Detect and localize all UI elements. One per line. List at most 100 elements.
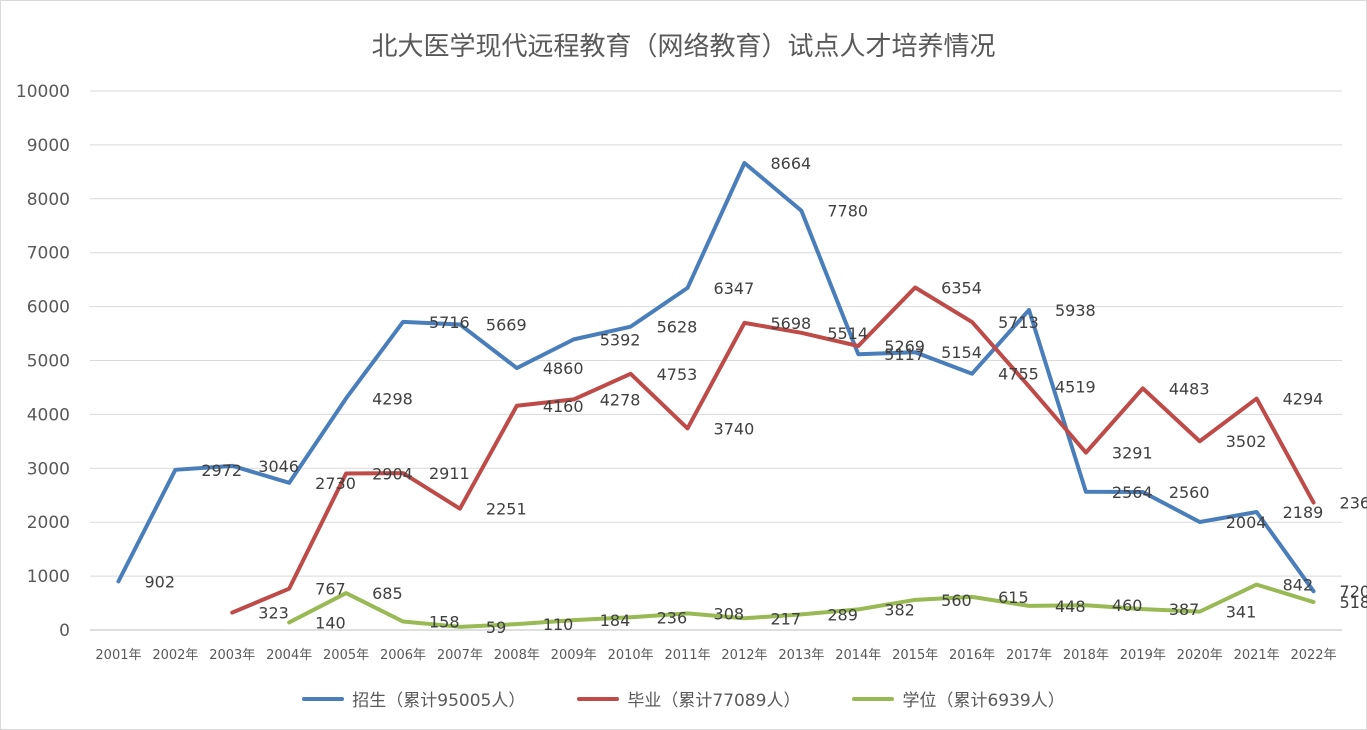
legend-swatch [302, 696, 345, 701]
x-tick-label: 2005年 [323, 648, 369, 663]
series-line [230, 285, 1316, 615]
x-tick-label: 2006年 [380, 648, 426, 663]
data-label: 767 [315, 580, 346, 599]
data-label: 3502 [1226, 432, 1267, 451]
data-label: 382 [884, 600, 915, 619]
legend-swatch [852, 696, 895, 701]
y-tick-label: 2000 [27, 513, 70, 533]
y-tick-label: 0 [59, 621, 70, 641]
data-label: 5716 [429, 313, 470, 332]
data-label: 4483 [1169, 379, 1210, 398]
data-label: 518 [1340, 593, 1367, 612]
x-axis: 2001年 2002年 2003年 2004年 2005年 2006年 2007年 2008年… [95, 648, 1336, 663]
x-tick-label: 2018年 [1063, 648, 1109, 663]
data-label: 902 [144, 572, 175, 591]
data-label: 4860 [543, 359, 584, 378]
data-label: 5938 [1055, 301, 1096, 320]
x-tick-label: 2013年 [778, 648, 824, 663]
data-label: 5628 [657, 318, 698, 337]
data-label: 217 [770, 609, 801, 628]
y-tick-label: 5000 [27, 352, 70, 372]
data-label: 4753 [657, 365, 698, 384]
data-label: 720 [1340, 582, 1367, 601]
data-label: 2251 [486, 500, 527, 519]
data-label: 4278 [600, 390, 641, 409]
data-label: 2189 [1283, 503, 1324, 522]
y-tick-label: 8000 [27, 190, 70, 210]
data-label: 308 [714, 604, 745, 623]
x-tick-label: 2001年 [95, 648, 141, 663]
data-label: 184 [600, 611, 631, 630]
x-tick-label: 2019年 [1120, 648, 1166, 663]
data-label: 2904 [372, 464, 413, 483]
data-label: 2730 [315, 474, 356, 493]
gridlines [90, 90, 1342, 631]
data-label: 5698 [770, 314, 811, 333]
y-tick-label: 9000 [27, 136, 70, 156]
x-tick-label: 2017年 [1006, 648, 1052, 663]
legend-label: 学位（累计6939人） [902, 691, 1065, 711]
y-axis: 0 1000 2000 3000 4000 5000 6000 7000 8000 9000 100… [16, 82, 70, 641]
x-tick-label: 2010年 [608, 648, 654, 663]
data-label: 3291 [1112, 444, 1153, 463]
series-line [287, 582, 1316, 629]
data-label: 4298 [372, 389, 413, 408]
data-label: 140 [315, 613, 346, 632]
data-label: 2004 [1226, 513, 1267, 532]
x-tick-label: 2008年 [494, 648, 540, 663]
data-label: 6347 [714, 279, 755, 298]
x-tick-label: 2007年 [437, 648, 483, 663]
y-tick-label: 10000 [16, 82, 70, 102]
data-label: 110 [543, 615, 574, 634]
x-tick-label: 2021年 [1234, 648, 1280, 663]
data-label: 387 [1169, 600, 1200, 619]
x-tick-label: 2012年 [721, 648, 767, 663]
data-label: 289 [827, 605, 858, 624]
data-label: 3740 [714, 419, 755, 438]
data-label: 236 [657, 608, 688, 627]
legend-item: 毕业（累计77089人） [577, 686, 800, 711]
data-label: 5154 [941, 343, 982, 362]
x-tick-label: 2002年 [152, 648, 198, 663]
y-tick-label: 4000 [27, 405, 70, 425]
data-label: 158 [429, 612, 460, 631]
data-label: 2365 [1340, 494, 1367, 513]
data-label: 5269 [884, 337, 925, 356]
legend-label: 招生（累计95005人） [352, 691, 526, 711]
x-tick-label: 2003年 [209, 648, 255, 663]
x-tick-label: 2020年 [1177, 648, 1223, 663]
data-label: 59 [486, 618, 506, 637]
x-tick-label: 2022年 [1290, 648, 1336, 663]
legend-swatch [577, 696, 620, 701]
data-label: 448 [1055, 597, 1086, 616]
data-label: 5392 [600, 330, 641, 349]
y-tick-label: 6000 [27, 298, 70, 318]
x-tick-label: 2015年 [892, 648, 938, 663]
data-label: 2911 [429, 464, 470, 483]
x-tick-label: 2014年 [835, 648, 881, 663]
data-label: 5669 [486, 315, 527, 334]
series-lines [116, 161, 1316, 629]
data-label: 4755 [998, 365, 1039, 384]
series-line [116, 161, 1316, 594]
data-label: 560 [941, 591, 972, 610]
data-label: 460 [1112, 596, 1143, 615]
data-label: 4160 [543, 397, 584, 416]
legend: 招生（累计95005人） 毕业（累计77089人） 学位（累计6939人） [0, 686, 1367, 711]
data-labels: 902 2972 3046 2730 4298 5716 5669 4860 5392 5628 6… [144, 154, 1367, 637]
legend-item: 学位（累计6939人） [852, 686, 1065, 711]
x-tick-label: 2011年 [664, 648, 710, 663]
data-label: 615 [998, 588, 1029, 607]
legend-item: 招生（累计95005人） [302, 686, 525, 711]
data-label: 4519 [1055, 377, 1096, 396]
data-label: 3046 [258, 457, 299, 476]
data-label: 5514 [827, 324, 868, 343]
x-tick-label: 2016年 [949, 648, 995, 663]
data-label: 323 [258, 604, 289, 623]
data-label: 2972 [201, 461, 242, 480]
y-tick-label: 7000 [27, 244, 70, 264]
y-tick-label: 3000 [27, 459, 70, 479]
data-label: 341 [1226, 603, 1257, 622]
data-label: 5713 [998, 313, 1039, 332]
